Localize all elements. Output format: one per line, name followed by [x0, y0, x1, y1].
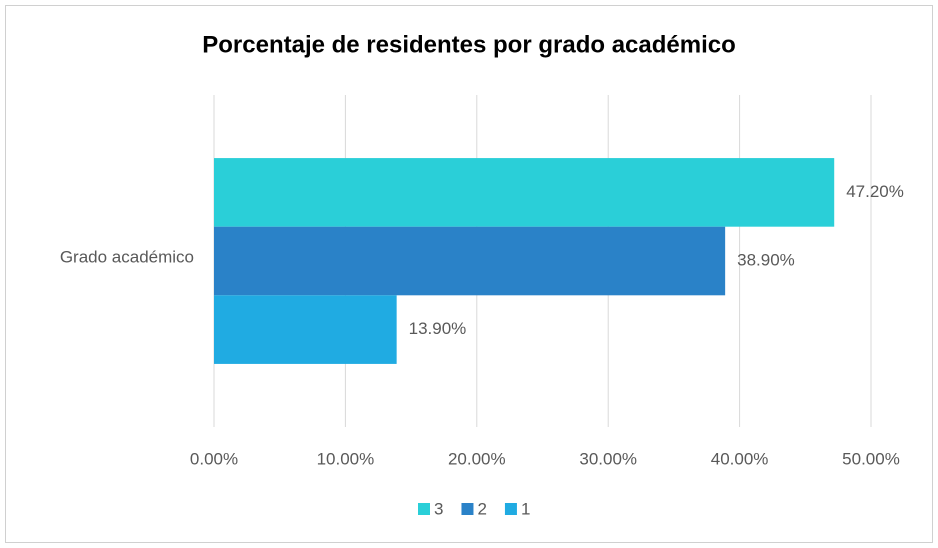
legend-label: 2 — [477, 499, 486, 518]
data-label: 47.20% — [846, 182, 904, 201]
legend-label: 3 — [434, 499, 443, 518]
x-tick-label: 20.00% — [448, 449, 506, 468]
data-label: 13.90% — [409, 319, 467, 338]
x-tick-label: 0.00% — [190, 449, 238, 468]
x-tick-label: 30.00% — [579, 449, 637, 468]
legend-swatch — [504, 503, 517, 515]
x-tick-label: 10.00% — [317, 449, 375, 468]
y-tick-label: Grado académico — [60, 247, 194, 266]
bar — [214, 295, 397, 364]
legend-swatch — [461, 503, 474, 515]
x-tick-label: 50.00% — [842, 449, 900, 468]
bar — [214, 226, 726, 296]
x-tick-label: 40.00% — [711, 449, 769, 468]
data-label: 38.90% — [737, 250, 795, 269]
bar — [214, 158, 835, 227]
legend-label: 1 — [521, 499, 530, 518]
legend-swatch — [418, 503, 430, 515]
chart-title: Porcentaje de residentes por grado acadé… — [202, 31, 736, 58]
